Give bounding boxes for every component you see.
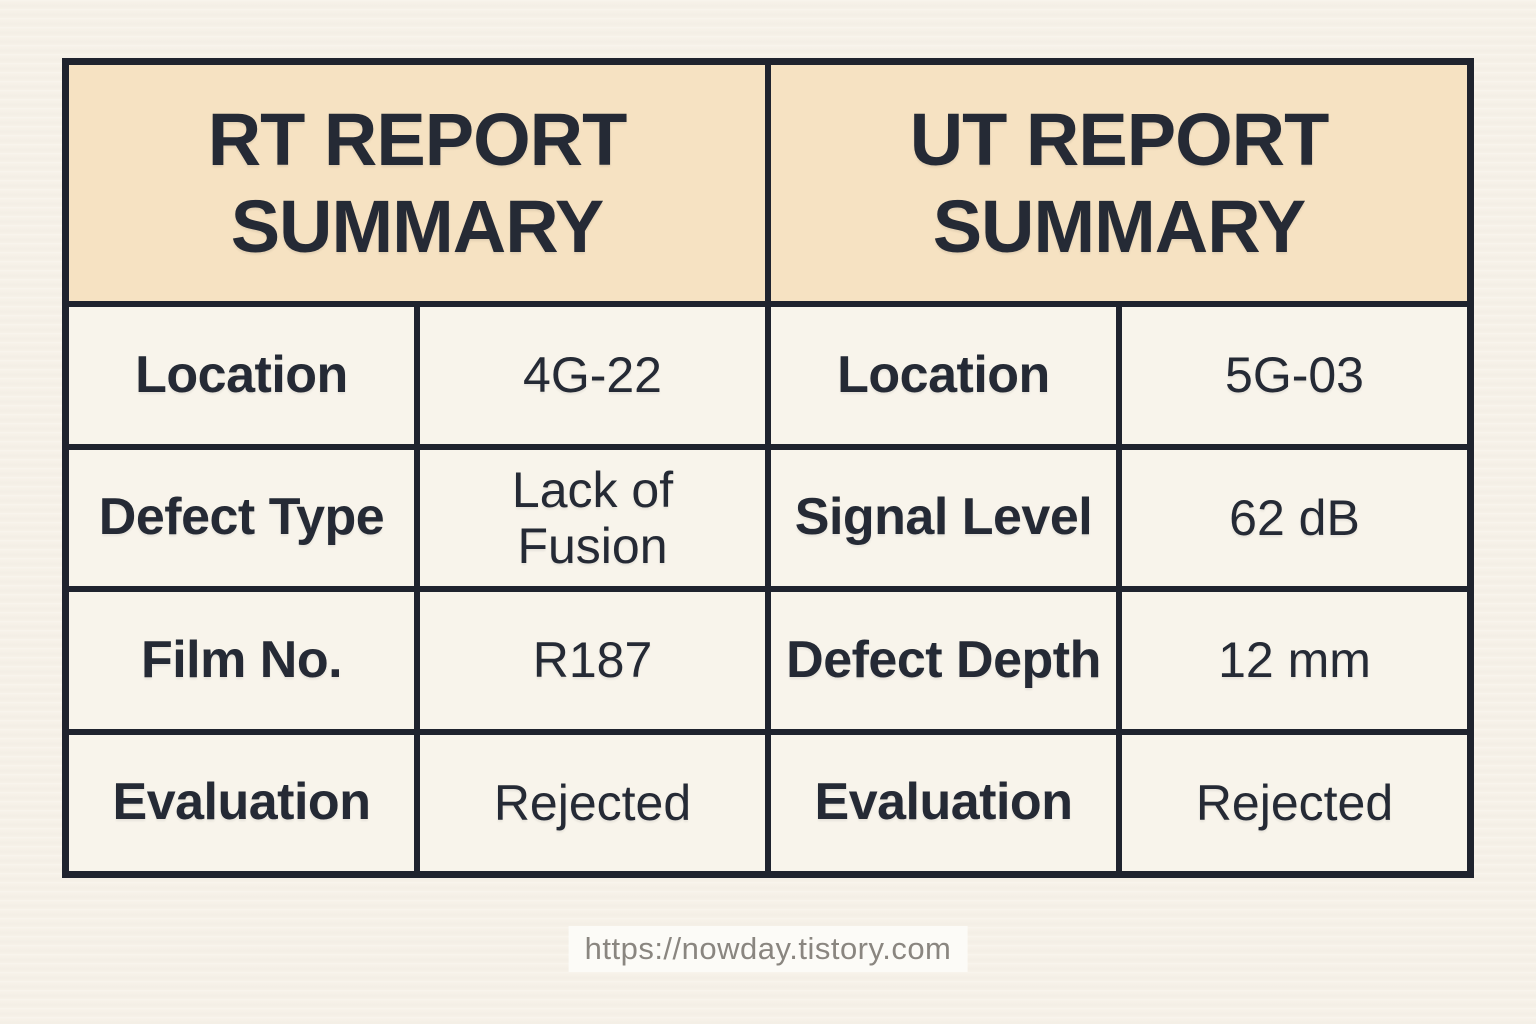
ut-row-location-label: Location — [771, 307, 1116, 444]
ut-row-defect-depth-label: Defect Depth — [771, 592, 1116, 729]
footer: https://nowday.tistory.com — [568, 926, 968, 972]
rt-row-location-value: 4G-22 — [420, 307, 765, 444]
ut-row-defect-depth-value: 12 mm — [1122, 592, 1467, 729]
rt-row-defect-type-label: Defect Type — [69, 449, 414, 586]
rt-row-location-label: Location — [69, 307, 414, 444]
ut-row-location-value: 5G-03 — [1122, 307, 1467, 444]
ut-row-evaluation-label: Evaluation — [771, 734, 1116, 871]
ut-report-title: UT REPORT SUMMARY — [771, 65, 1467, 301]
footer-url: https://nowday.tistory.com — [568, 926, 968, 972]
rt-row-evaluation-label: Evaluation — [69, 734, 414, 871]
report-summary-table: RT REPORT SUMMARY UT REPORT SUMMARY Loca… — [62, 58, 1474, 878]
ut-row-signal-level-value: 62 dB — [1122, 449, 1467, 586]
rt-row-film-no-label: Film No. — [69, 592, 414, 729]
rt-row-film-no-value: R187 — [420, 592, 765, 729]
ut-row-evaluation-value: Rejected — [1122, 734, 1467, 871]
rt-row-evaluation-value: Rejected — [420, 734, 765, 871]
ut-row-signal-level-label: Signal Level — [771, 449, 1116, 586]
rt-row-defect-type-value: Lack of Fusion — [420, 449, 765, 586]
rt-report-title: RT REPORT SUMMARY — [69, 65, 765, 301]
